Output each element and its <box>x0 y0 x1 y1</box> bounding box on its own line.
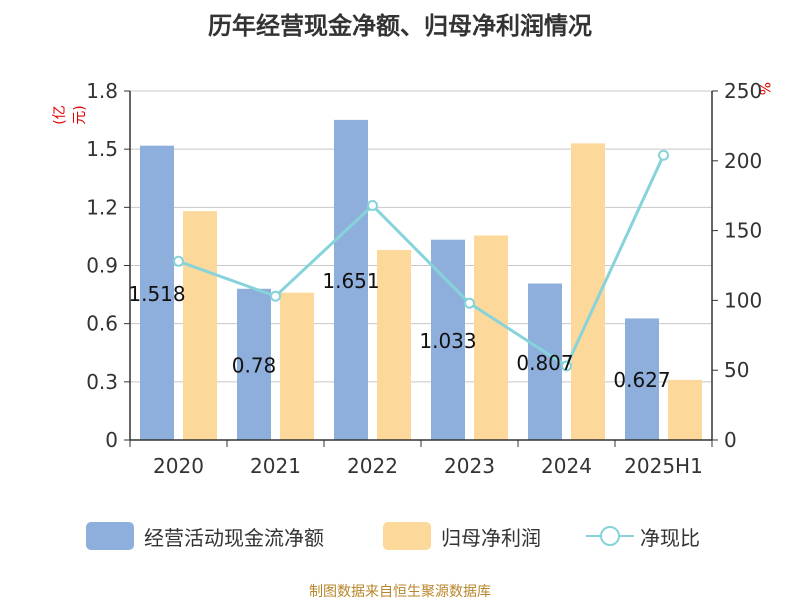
bar-profit <box>280 292 314 440</box>
y-left-tick-label: 1.8 <box>86 79 118 103</box>
x-tick-label: 2025H1 <box>624 454 703 478</box>
data-label-ocf: 0.78 <box>232 353 277 377</box>
data-label-ocf: 0.807 <box>516 351 573 375</box>
data-label-ocf: 0.627 <box>613 368 670 392</box>
y-right-tick-label: 200 <box>724 149 762 173</box>
x-tick-label: 2022 <box>347 454 398 478</box>
bar-ocf <box>528 283 562 440</box>
bar-profit <box>183 211 217 440</box>
x-tick-label: 2020 <box>153 454 204 478</box>
source-note: 制图数据来自恒生聚源数据库 <box>309 584 491 600</box>
point-ratio <box>270 290 281 302</box>
legend-label-ocf: 经营活动现金流净额 <box>144 525 324 550</box>
data-label-ocf: 1.518 <box>128 282 185 306</box>
x-tick-label: 2021 <box>250 454 301 478</box>
y-right-tick-label: 50 <box>724 358 749 382</box>
legend-item-ocf[interactable]: 经营活动现金流净额 <box>86 518 324 554</box>
y-right-tick-label: 0 <box>724 428 737 452</box>
point-ratio <box>464 297 475 309</box>
bar-ocf <box>237 288 271 440</box>
point-ratio <box>561 360 572 372</box>
bar-ocf <box>140 145 174 440</box>
y-right-tick-label: 150 <box>724 219 762 243</box>
bar-profit <box>377 249 411 440</box>
y-left-tick-label: 1.5 <box>86 137 118 161</box>
line-ratio <box>177 154 665 369</box>
legend-swatch-ratio <box>586 522 634 550</box>
y-right-tick-label: 100 <box>724 288 762 312</box>
point-ratio <box>367 199 378 211</box>
y-left-tick-label: 0.9 <box>86 254 118 278</box>
legend-label-ratio: 净现比 <box>640 525 700 550</box>
y-left-tick-label: 0.3 <box>86 370 118 394</box>
legend-swatch-profit <box>383 522 431 550</box>
y-right-tick-label: 250 <box>724 79 762 103</box>
legend-item-ratio[interactable]: 净现比 <box>586 518 700 554</box>
legend-label-profit: 归母净利润 <box>441 525 541 550</box>
y-left-tick-label: 0.6 <box>86 312 118 336</box>
legend-item-profit[interactable]: 归母净利润 <box>383 518 541 554</box>
data-label-ocf: 1.033 <box>419 329 476 353</box>
legend-swatch-ocf <box>86 522 134 550</box>
bar-profit <box>474 235 508 440</box>
bar-ocf <box>431 239 465 440</box>
x-tick-label: 2023 <box>444 454 495 478</box>
legend: 经营活动现金流净额 归母净利润 净现比 <box>0 518 800 554</box>
chart-title: 历年经营现金净额、归母净利润情况 <box>208 12 592 40</box>
bar-profit <box>668 379 702 440</box>
bar-ocf <box>625 318 659 440</box>
point-ratio <box>658 149 669 161</box>
y-left-tick-label: 0 <box>105 428 118 452</box>
data-label-ocf: 1.651 <box>322 269 379 293</box>
y-left-tick-label: 1.2 <box>86 195 118 219</box>
bar-ocf <box>334 119 368 441</box>
x-tick-label: 2024 <box>541 454 592 478</box>
point-ratio <box>173 255 184 267</box>
